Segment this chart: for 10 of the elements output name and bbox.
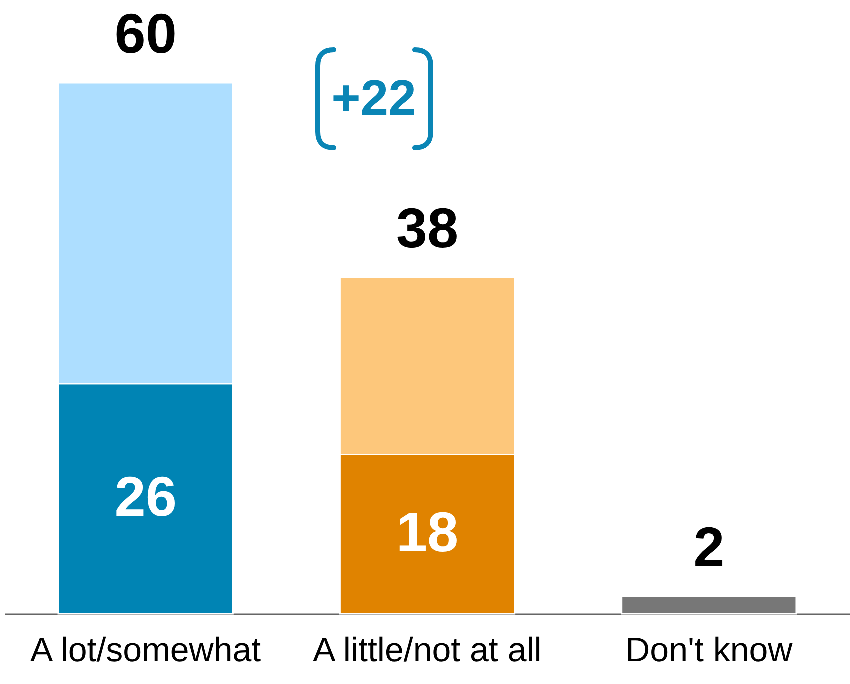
- total-label: 2: [694, 515, 725, 578]
- annotation: +22: [332, 70, 416, 126]
- x-tick-label: A lot/somewhat: [30, 632, 262, 670]
- total-label: 60: [114, 2, 177, 65]
- x-tick-label: Don't know: [626, 632, 794, 670]
- bar: [621, 596, 798, 615]
- x-tick-label: A little/not at all: [313, 632, 542, 670]
- data-label: 26: [114, 464, 177, 528]
- total-label: 38: [396, 196, 459, 260]
- data-label: 18: [396, 500, 459, 564]
